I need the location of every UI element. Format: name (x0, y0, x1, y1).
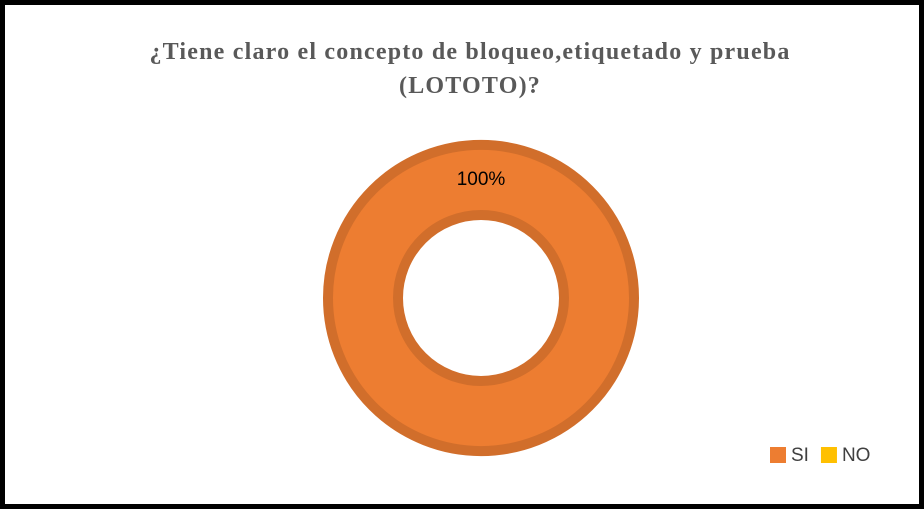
chart-title: ¿Tiene claro el concepto de bloqueo,etiq… (149, 39, 791, 99)
legend-label: SI (791, 445, 809, 466)
legend-label: NO (842, 445, 871, 466)
donut-slice (323, 140, 639, 456)
data-label: 100% (457, 169, 506, 190)
legend-swatch (770, 447, 786, 463)
legend-swatch (820, 447, 837, 463)
